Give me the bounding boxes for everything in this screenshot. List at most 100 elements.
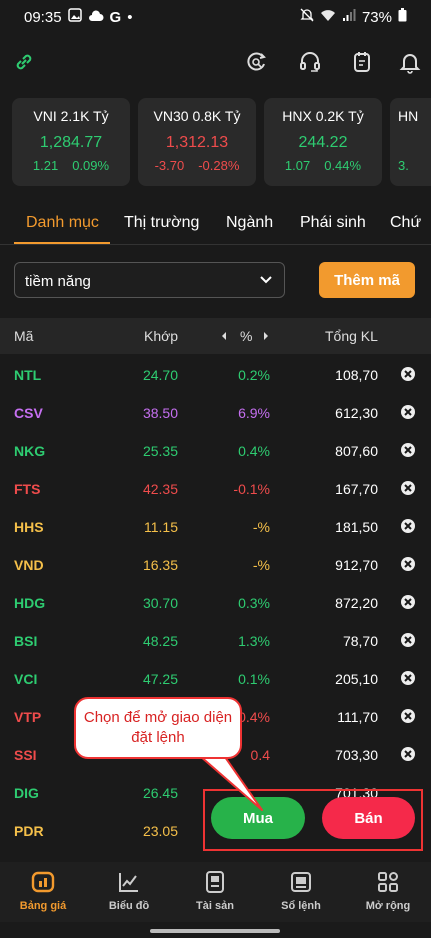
nav-item-tai-san[interactable]: Tài sản [172, 862, 258, 922]
headset-icon[interactable] [296, 48, 324, 76]
col-code[interactable]: Mã [14, 328, 34, 344]
callout-annotation: Chọn để mở giao diện đặt lệnh [74, 697, 242, 759]
sell-button[interactable]: Bán [322, 797, 415, 839]
watchlist-selected: tiềm năng [25, 273, 91, 290]
table-row[interactable]: BSI 48.25 1.3% 78,70 [0, 622, 431, 660]
symbol-pct: 0.1% [238, 671, 270, 687]
line-chart-icon [117, 870, 141, 894]
symbol-volume: 807,60 [335, 443, 378, 459]
symbol-price: 16.35 [142, 557, 178, 573]
tab-nganh[interactable]: Ngành [226, 214, 274, 231]
symbol-price: 47.25 [142, 671, 178, 687]
bell-icon[interactable] [396, 48, 424, 76]
table-row[interactable]: NTL 24.70 0.2% 108,70 [0, 356, 431, 394]
symbol-code: PDR [14, 823, 44, 839]
caret-left-icon[interactable] [220, 328, 228, 344]
table-row[interactable]: NKG 25.35 0.4% 807,60 [0, 432, 431, 470]
chart-board-icon [31, 870, 55, 894]
chevron-down-icon [258, 271, 274, 287]
remove-icon[interactable] [400, 746, 416, 762]
nav-label: Mở rộng [365, 900, 411, 912]
symbol-price: 23.05 [142, 823, 178, 839]
table-row[interactable]: PDR 23.05 [0, 812, 431, 850]
index-card-hnx[interactable]: HNX 0.2K Tỷ 244.22 1.07 0.44% [264, 98, 382, 186]
remove-icon[interactable] [400, 442, 416, 458]
symbol-pct: -% [252, 557, 270, 573]
symbol-code: HHS [14, 519, 44, 535]
tab-danh-muc[interactable]: Danh mục [26, 214, 99, 231]
table-row[interactable]: SSI 0.4 703,30 [0, 736, 431, 774]
dot-icon: • [127, 8, 133, 26]
status-bar: 09:35 G • 73% [0, 0, 431, 34]
tab-phai-sinh[interactable]: Phái sinh [300, 214, 366, 231]
index-value-label: 0.8K Tỷ [192, 108, 241, 124]
nav-item-mo-rong[interactable]: Mở rộng [345, 862, 431, 922]
remove-icon[interactable] [400, 518, 416, 534]
divider [0, 244, 431, 245]
index-price: 1,312.13 [165, 134, 229, 151]
search-refresh-icon[interactable] [243, 48, 271, 76]
remove-icon[interactable] [400, 556, 416, 572]
market-index-strip[interactable]: VNI 2.1K Tỷ 1,284.77 1.21 0.09% VN30 0.8K… [12, 98, 431, 186]
table-row[interactable]: VND 16.35 -% 912,70 [0, 546, 431, 584]
col-volume[interactable]: Tổng KL [325, 328, 378, 344]
index-change: 1.21 [32, 158, 59, 173]
table-header: Mã Khớp % Tổng KL [0, 318, 431, 354]
nav-item-bang-gia[interactable]: Bảng giá [0, 862, 86, 922]
symbol-code: VCI [14, 671, 38, 687]
buy-button[interactable]: Mua [211, 797, 305, 839]
clock: 09:35 [24, 8, 62, 26]
symbol-code: DIG [14, 785, 39, 801]
notes-icon[interactable] [348, 48, 376, 76]
nav-label: Sổ lệnh [281, 900, 321, 912]
nav-label: Biểu đồ [108, 900, 150, 912]
symbol-pct: 0.2% [238, 367, 270, 383]
nav-label: Bảng giá [19, 900, 67, 912]
watchlist-select[interactable]: tiềm năng [14, 262, 285, 298]
remove-icon[interactable] [400, 480, 416, 496]
remove-icon[interactable] [400, 594, 416, 610]
table-row[interactable]: HDG 30.70 0.3% 872,20 [0, 584, 431, 622]
col-pct[interactable]: % [240, 328, 253, 344]
table-row[interactable]: HHS 11.15 -% 181,50 [0, 508, 431, 546]
tab-thi-truong[interactable]: Thị trường [124, 214, 200, 231]
add-symbol-button[interactable]: Thêm mã [319, 262, 415, 298]
table-row[interactable]: FTS 42.35 -0.1% 167,70 [0, 470, 431, 508]
symbol-code: NTL [14, 367, 42, 383]
index-card-vni[interactable]: VNI 2.1K Tỷ 1,284.77 1.21 0.09% [12, 98, 130, 186]
symbol-volume: 703,30 [335, 747, 378, 763]
remove-icon[interactable] [400, 670, 416, 686]
symbol-code: VND [14, 557, 44, 573]
symbol-code: HDG [14, 595, 46, 611]
table-row[interactable]: VTP 0.4% 111,70 [0, 698, 431, 736]
index-change: 3. [398, 158, 409, 173]
active-tab-indicator [14, 242, 110, 244]
index-change: -3.70 [154, 158, 185, 173]
wifi-icon [320, 8, 336, 26]
remove-icon[interactable] [400, 404, 416, 420]
index-value-label: 0.2K Tỷ [315, 108, 364, 124]
index-change: 1.07 [284, 158, 311, 173]
remove-icon[interactable] [400, 708, 416, 724]
table-row[interactable]: VCI 47.25 0.1% 205,10 [0, 660, 431, 698]
home-indicator[interactable] [150, 929, 280, 933]
cloud-icon [88, 9, 104, 26]
symbol-volume: 111,70 [337, 709, 378, 725]
remove-icon[interactable] [400, 366, 416, 382]
symbol-price: 25.35 [142, 443, 178, 459]
nav-item-bieu-do[interactable]: Biểu đồ [86, 862, 172, 922]
tab-chung-quyen[interactable]: Chứ [390, 214, 422, 231]
index-percent: 0.09% [72, 158, 110, 173]
table-row[interactable]: CSV 38.50 6.9% 612,30 [0, 394, 431, 432]
caret-right-icon[interactable] [262, 328, 270, 344]
symbol-price: 11.15 [144, 519, 178, 535]
index-card-vn30[interactable]: VN30 0.8K Tỷ 1,312.13 -3.70 -0.28% [138, 98, 256, 186]
google-icon: G [109, 8, 122, 26]
nav-item-so-lenh[interactable]: Sổ lệnh [258, 862, 344, 922]
remove-icon[interactable] [400, 632, 416, 648]
index-card-partial[interactable]: HN 3. [390, 98, 431, 186]
link-icon[interactable] [10, 48, 38, 76]
symbol-code: CSV [14, 405, 43, 421]
index-name: VN30 [153, 108, 189, 124]
col-price[interactable]: Khớp [144, 328, 179, 344]
